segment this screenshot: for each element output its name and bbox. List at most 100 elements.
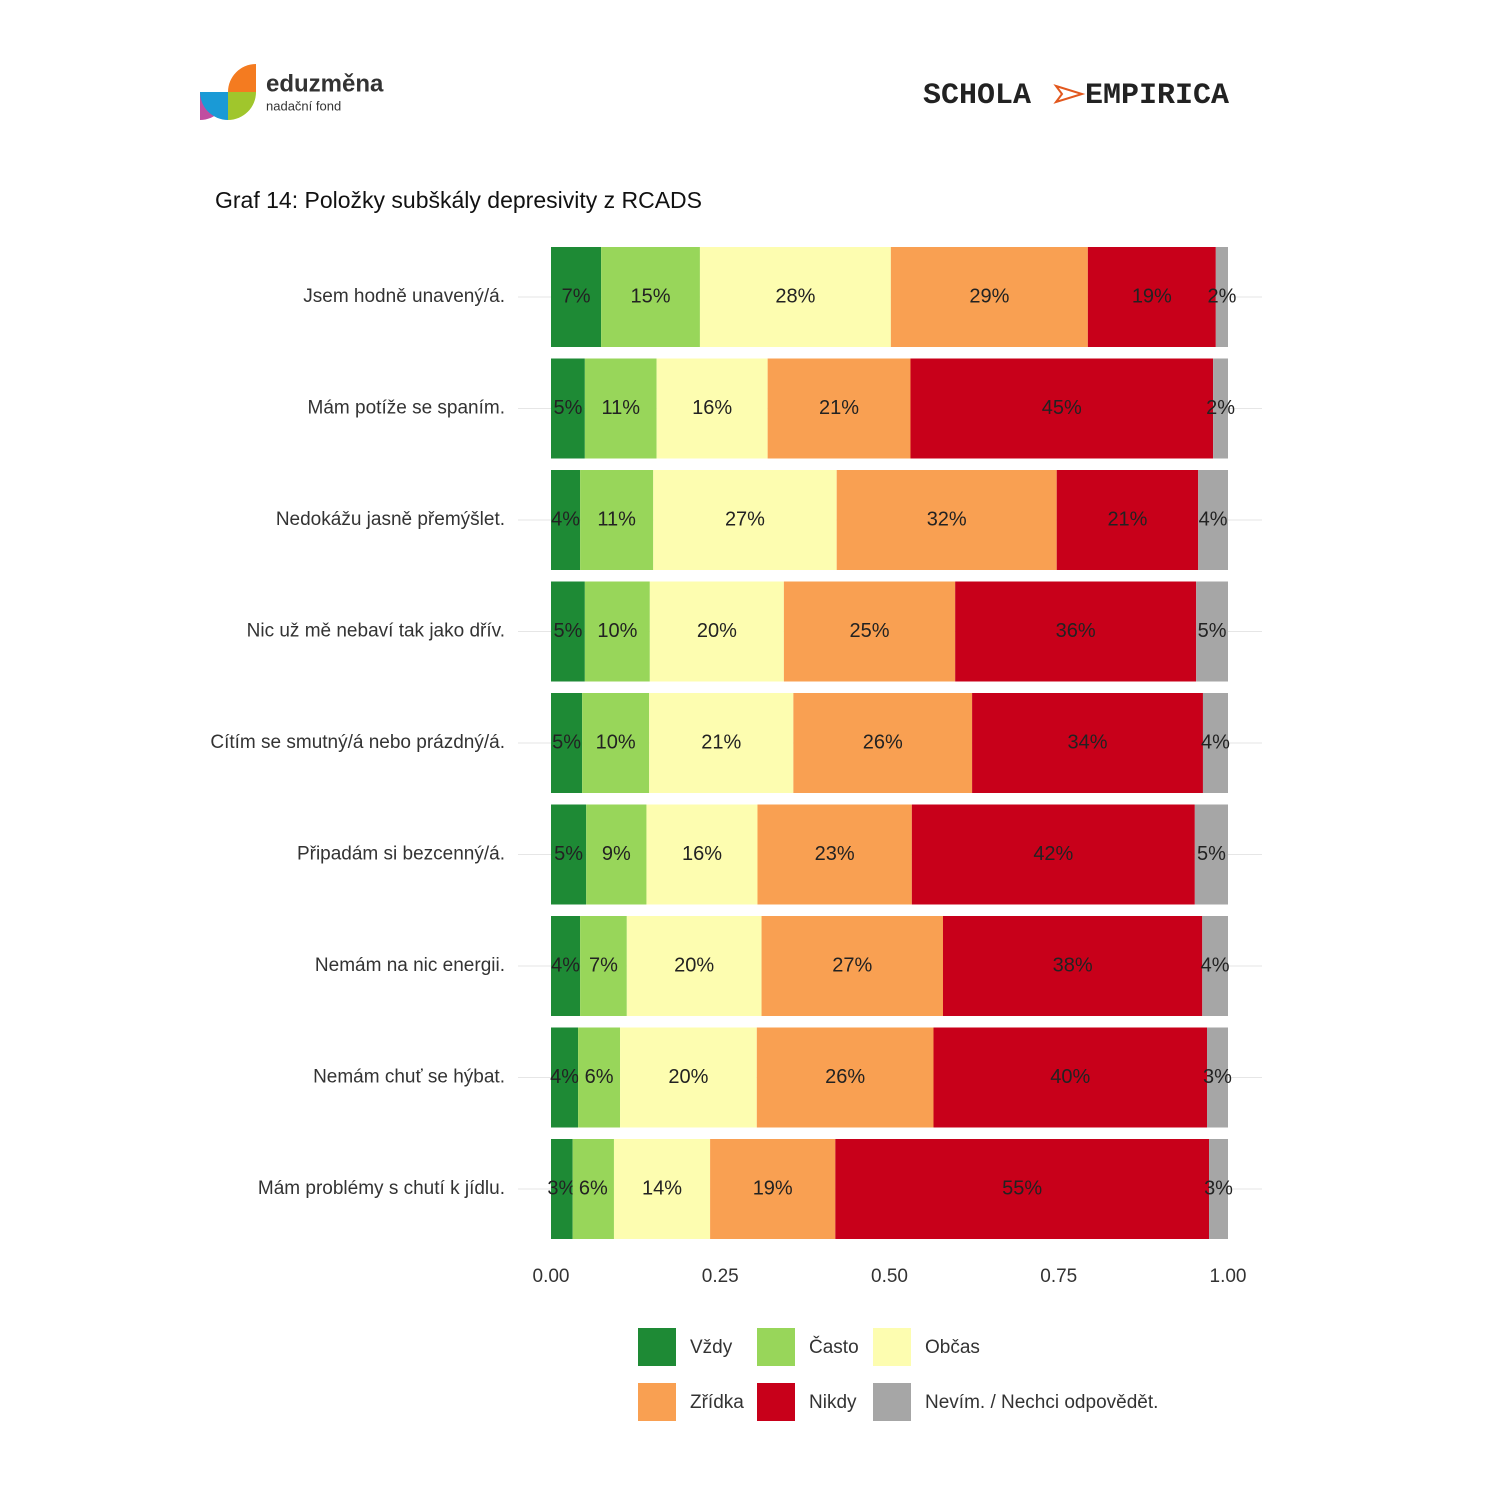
eduzmena-logo: eduzměna nadační fond — [200, 64, 384, 120]
bar-segment — [1215, 247, 1228, 347]
bar-segment — [783, 581, 956, 682]
legend-label: Nikdy — [809, 1392, 857, 1413]
value-label: 34% — [1068, 731, 1108, 753]
legend-swatch — [873, 1328, 911, 1366]
value-label: 7% — [589, 954, 618, 976]
bar-segment — [793, 693, 973, 793]
bar-segment — [551, 1139, 573, 1239]
x-tick-label: 0.75 — [1040, 1266, 1077, 1287]
value-label: 23% — [815, 843, 855, 865]
value-label: 26% — [825, 1066, 865, 1088]
bar-segment — [1213, 358, 1228, 459]
bar-segment — [1056, 470, 1199, 570]
value-label: 2% — [1206, 397, 1235, 419]
value-label: 27% — [725, 508, 765, 530]
bar-segment — [1198, 470, 1228, 570]
value-label: 20% — [674, 954, 714, 976]
bar-segment — [580, 470, 654, 570]
value-label: 4% — [1201, 731, 1230, 753]
legend-label: Nevím. / Nechci odpovědět. — [925, 1392, 1158, 1413]
bar-segment — [955, 581, 1197, 682]
value-label: 15% — [631, 285, 671, 307]
value-label: 7% — [562, 285, 591, 307]
chart-title: Graf 14: Položky subškály depresivity z … — [215, 187, 702, 213]
y-tick-label: Nemám na nic energii. — [315, 955, 505, 976]
bar-segment — [649, 693, 794, 793]
bar-segment — [835, 1139, 1210, 1239]
value-label: 5% — [1197, 843, 1226, 865]
value-label: 4% — [550, 1066, 579, 1088]
bar-segment — [933, 1027, 1208, 1128]
bar-segment — [653, 470, 837, 570]
y-tick-label: Mám potíže se spaním. — [308, 398, 505, 419]
bar-segment — [1202, 916, 1228, 1016]
bar-segment — [656, 358, 768, 459]
bar-segment — [1209, 1139, 1228, 1239]
value-label: 4% — [1201, 954, 1230, 976]
y-tick-label: Nedokážu jasně přemýšlet. — [276, 509, 505, 530]
bar-segment — [551, 358, 585, 459]
value-label: 3% — [1204, 1177, 1233, 1199]
y-tick-label: Nic už mě nebaví tak jako dřív. — [247, 621, 505, 642]
bar-segment — [626, 916, 762, 1016]
bar-segment — [586, 804, 647, 905]
value-label: 28% — [775, 285, 815, 307]
bar-segment — [942, 916, 1203, 1016]
bar-segment — [551, 693, 583, 793]
bar-segment — [551, 916, 581, 1016]
value-label: 4% — [551, 954, 580, 976]
value-label: 5% — [1198, 620, 1227, 642]
bar-segment — [836, 470, 1057, 570]
value-label: 9% — [602, 843, 631, 865]
bar-segment — [551, 581, 585, 682]
legend-label: Vždy — [690, 1337, 733, 1358]
y-tick-label: Mám problémy s chutí k jídlu. — [258, 1178, 505, 1199]
bar-segment — [613, 1139, 711, 1239]
bar-segment — [601, 247, 700, 347]
value-label: 32% — [927, 508, 967, 530]
legend-swatch — [638, 1328, 676, 1366]
value-label: 21% — [1107, 508, 1147, 530]
value-label: 21% — [819, 397, 859, 419]
logo-name: eduzměna — [266, 70, 384, 97]
bar-segment — [1196, 581, 1228, 682]
value-label: 5% — [552, 731, 581, 753]
bar-segment — [972, 693, 1203, 793]
bar-segment — [767, 358, 911, 459]
bar-segment — [756, 1027, 934, 1128]
value-label: 5% — [553, 620, 582, 642]
value-label: 45% — [1042, 397, 1082, 419]
value-label: 38% — [1053, 954, 1093, 976]
y-tick-label: Nemám chuť se hýbat. — [313, 1067, 505, 1088]
bar-segment — [580, 916, 627, 1016]
bar-segment — [551, 247, 602, 347]
value-label: 26% — [863, 731, 903, 753]
value-label: 5% — [553, 397, 582, 419]
value-label: 20% — [668, 1066, 708, 1088]
x-tick-label: 1.00 — [1210, 1266, 1247, 1287]
value-label: 36% — [1056, 620, 1096, 642]
value-label: 4% — [551, 508, 580, 530]
bar-segment — [620, 1027, 757, 1128]
legend-swatch — [757, 1328, 795, 1366]
legend-swatch — [638, 1383, 676, 1421]
bar-segment — [911, 804, 1195, 905]
bar-segment — [551, 1027, 579, 1128]
bar-segment — [584, 581, 650, 682]
legend-swatch — [757, 1383, 795, 1421]
x-tick-label: 0.50 — [871, 1266, 908, 1287]
legend-label: Občas — [925, 1337, 980, 1358]
y-tick-label: Cítím se smutný/á nebo prázdný/á. — [210, 732, 505, 753]
bar-segment — [1194, 804, 1228, 905]
bar-segment — [1207, 1027, 1228, 1128]
value-label: 42% — [1033, 843, 1073, 865]
value-label: 3% — [1203, 1066, 1232, 1088]
bar-segment — [584, 358, 657, 459]
bar-segment — [551, 470, 581, 570]
logo-sub: nadační fond — [266, 98, 341, 113]
value-label: 55% — [1002, 1177, 1042, 1199]
logo-a: SCHOLA — [923, 79, 1031, 113]
bar-segment — [699, 247, 891, 347]
value-label: 11% — [601, 397, 640, 419]
